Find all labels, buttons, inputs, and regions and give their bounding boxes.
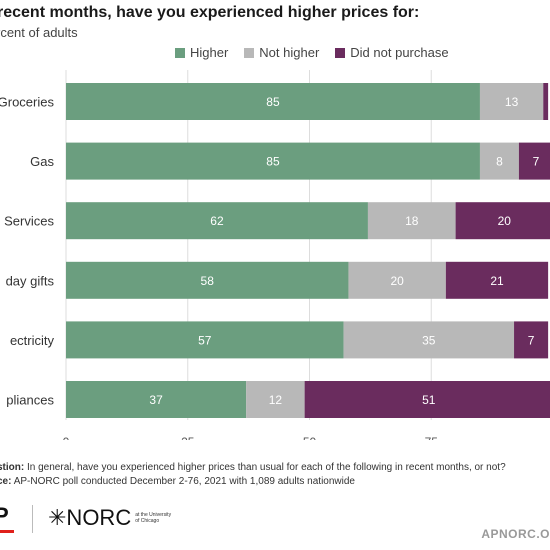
site-url: APNORC.O bbox=[481, 527, 550, 541]
bar-segment bbox=[455, 202, 550, 240]
legend-item-did-not-purchase: Did not purchase bbox=[335, 45, 449, 60]
x-tick-label: 75 bbox=[425, 435, 439, 440]
category-label: day gifts bbox=[6, 273, 55, 288]
data-label: 62 bbox=[210, 214, 224, 228]
bar-segment bbox=[479, 142, 519, 180]
bar-segment bbox=[66, 142, 480, 180]
footnote-question: stion: In general, have you experienced … bbox=[0, 462, 506, 473]
x-tick-label: 0 bbox=[63, 435, 70, 440]
data-label: 35 bbox=[422, 333, 436, 347]
data-label: 85 bbox=[266, 95, 280, 109]
data-label: 18 bbox=[405, 214, 419, 228]
x-tick-label: 25 bbox=[181, 435, 195, 440]
category-label: Gas bbox=[30, 154, 54, 169]
data-label: 8 bbox=[496, 155, 503, 169]
logo-divider bbox=[32, 505, 33, 533]
category-label: Services bbox=[4, 214, 54, 229]
data-label: 85 bbox=[266, 155, 280, 169]
ap-logo: P bbox=[0, 503, 9, 528]
chart-subtitle: rcent of adults bbox=[0, 25, 78, 40]
bar-segment bbox=[66, 261, 349, 299]
data-label: 7 bbox=[528, 333, 535, 347]
norc-logo: ✳NORC at the University of Chicago bbox=[48, 505, 175, 531]
bar-segment bbox=[445, 261, 549, 299]
data-label: 13 bbox=[505, 95, 519, 109]
bar-segment bbox=[66, 321, 344, 359]
category-label: ectricity bbox=[10, 333, 55, 348]
norc-logo-text: ✳NORC bbox=[48, 505, 132, 530]
ap-logo-bar bbox=[0, 530, 14, 533]
question-label: stion: bbox=[0, 462, 25, 473]
legend-swatch-not-higher bbox=[244, 47, 255, 58]
legend-label-not-higher: Not higher bbox=[259, 45, 320, 60]
bar-segment bbox=[518, 142, 550, 180]
legend: Higher Not higher Did not purchase bbox=[175, 45, 449, 60]
data-label: 20 bbox=[390, 274, 404, 288]
bar-segment bbox=[304, 381, 550, 418]
bar-segment bbox=[66, 83, 480, 120]
footnote-source: ce: AP-NORC poll conducted December 2-76… bbox=[0, 476, 355, 487]
data-label: 57 bbox=[198, 333, 212, 347]
stacked-bar-chart: 02550751Groceries8513Gas8587Services6218… bbox=[0, 70, 550, 440]
x-tick-label: 50 bbox=[303, 435, 317, 440]
bar-segment bbox=[348, 261, 446, 299]
bar-segment bbox=[543, 83, 549, 120]
data-label: 21 bbox=[490, 274, 504, 288]
data-label: 20 bbox=[498, 214, 512, 228]
legend-item-higher: Higher bbox=[175, 45, 228, 60]
data-label: 7 bbox=[533, 155, 540, 169]
bar-segment bbox=[66, 381, 247, 418]
bar-segment bbox=[246, 381, 305, 418]
bar-segment bbox=[343, 321, 515, 359]
data-label: 12 bbox=[269, 393, 283, 407]
bar-segment bbox=[479, 83, 544, 120]
source-label: ce: bbox=[0, 476, 12, 487]
data-label: 37 bbox=[149, 393, 163, 407]
chart-title: recent months, have you experienced high… bbox=[0, 4, 420, 21]
norc-logo-subtext: at the University of Chicago bbox=[135, 512, 172, 524]
data-label: 51 bbox=[422, 393, 436, 407]
legend-label-did-not-purchase: Did not purchase bbox=[350, 45, 449, 60]
source-text: AP-NORC poll conducted December 2-76, 20… bbox=[13, 476, 355, 487]
legend-swatch-higher bbox=[175, 47, 185, 58]
data-label: 58 bbox=[201, 274, 215, 288]
legend-label-higher: Higher bbox=[190, 45, 229, 60]
category-label: pliances bbox=[6, 393, 54, 408]
legend-swatch-did-not-purchase bbox=[335, 47, 346, 58]
legend-item-not-higher: Not higher bbox=[244, 45, 319, 60]
bar-segment bbox=[66, 202, 368, 240]
bar-segment bbox=[367, 202, 456, 240]
category-label: Groceries bbox=[0, 95, 54, 110]
question-text: In general, have you experienced higher … bbox=[27, 462, 506, 473]
bar-segment bbox=[514, 321, 549, 359]
